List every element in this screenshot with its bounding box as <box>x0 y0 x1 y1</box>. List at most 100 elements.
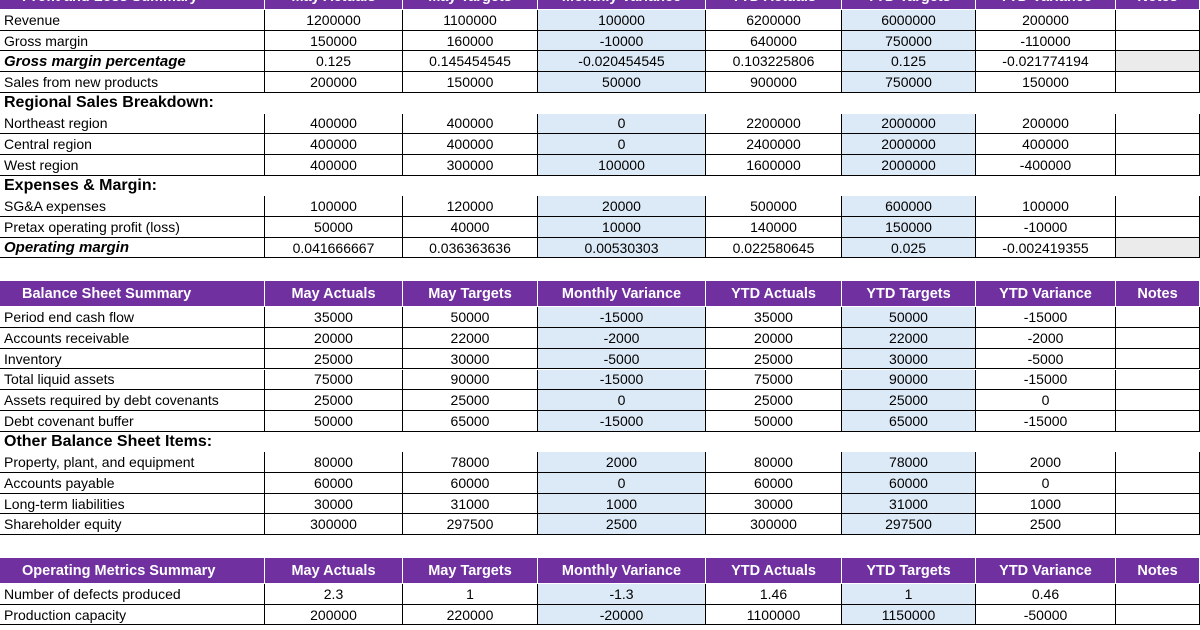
value-cell: 75000 <box>265 369 403 391</box>
value-cell: 150000 <box>265 30 403 52</box>
value-cell: -2000 <box>538 328 706 349</box>
notes-cell <box>1116 604 1200 626</box>
value-cell: 0 <box>538 390 706 411</box>
value-cell: 25000 <box>842 390 976 411</box>
value-cell: 10000 <box>538 217 706 238</box>
value-cell: 200000 <box>976 10 1116 31</box>
column-header: May Targets <box>403 281 538 308</box>
notes-cell <box>1116 473 1200 494</box>
value-cell: 300000 <box>706 514 842 536</box>
value-cell: -15000 <box>538 410 706 432</box>
value-cell: -2000 <box>976 328 1116 349</box>
value-cell: 31000 <box>403 493 538 515</box>
column-header: Notes <box>1116 0 1200 10</box>
value-cell: 0 <box>976 390 1116 411</box>
row-label: Production capacity <box>0 604 265 626</box>
value-cell: 150000 <box>403 72 538 93</box>
row-label: Revenue <box>0 10 265 31</box>
subsection-label: Other Balance Sheet Items: <box>4 432 213 450</box>
column-header: YTD Actuals <box>706 281 842 308</box>
value-cell: 50000 <box>538 72 706 93</box>
value-cell: 25000 <box>265 390 403 411</box>
value-cell: 400000 <box>403 113 538 135</box>
value-cell: 500000 <box>706 196 842 217</box>
value-cell: 400000 <box>265 134 403 155</box>
value-cell: 60000 <box>706 473 842 494</box>
value-cell: 30000 <box>265 493 403 515</box>
notes-cell <box>1116 452 1200 473</box>
notes-cell <box>1116 51 1200 73</box>
notes-cell <box>1116 134 1200 155</box>
value-cell: 1000 <box>976 493 1116 515</box>
value-cell: 0.036363636 <box>403 237 538 259</box>
value-cell: -20000 <box>538 604 706 626</box>
value-cell: -0.021774194 <box>976 51 1116 73</box>
value-cell: 1150000 <box>842 604 976 626</box>
value-cell: 75000 <box>706 369 842 391</box>
value-cell: 1.46 <box>706 584 842 605</box>
row-label: Accounts payable <box>0 473 265 494</box>
notes-cell <box>1116 237 1200 259</box>
notes-cell <box>1116 307 1200 329</box>
section-title: Operating Metrics Summary <box>0 558 265 585</box>
value-cell: -1.3 <box>538 584 706 605</box>
section-title: Profit and Loss Summary <box>0 0 265 10</box>
notes-cell <box>1116 584 1200 605</box>
value-cell: 40000 <box>403 217 538 238</box>
value-cell: 100000 <box>976 196 1116 217</box>
notes-cell <box>1116 72 1200 93</box>
column-header: YTD Variance <box>976 281 1116 308</box>
value-cell: 1000 <box>538 493 706 515</box>
value-cell: 0.46 <box>976 584 1116 605</box>
row-label: Sales from new products <box>0 72 265 93</box>
column-header: Monthly Variance <box>538 281 706 308</box>
value-cell: 90000 <box>403 369 538 391</box>
value-cell: -15000 <box>538 307 706 329</box>
column-header: Monthly Variance <box>538 0 706 10</box>
notes-cell <box>1116 113 1200 135</box>
notes-cell <box>1116 493 1200 515</box>
value-cell: -5000 <box>976 348 1116 370</box>
value-cell: 35000 <box>706 307 842 329</box>
value-cell: 0.022580645 <box>706 237 842 259</box>
notes-cell <box>1116 30 1200 52</box>
value-cell: 65000 <box>842 410 976 432</box>
value-cell: 220000 <box>403 604 538 626</box>
column-header: May Targets <box>403 558 538 585</box>
value-cell: 2500 <box>538 514 706 536</box>
value-cell: 60000 <box>842 473 976 494</box>
value-cell: 90000 <box>842 369 976 391</box>
section-title: Balance Sheet Summary <box>0 281 265 308</box>
value-cell: -5000 <box>538 348 706 370</box>
value-cell: -110000 <box>976 30 1116 52</box>
value-cell: 0.125 <box>842 51 976 73</box>
column-header: Notes <box>1116 558 1200 585</box>
column-header: YTD Targets <box>842 0 976 10</box>
value-cell: 1200000 <box>265 10 403 31</box>
value-cell: 120000 <box>403 196 538 217</box>
row-label: Property, plant, and equipment <box>0 452 265 473</box>
value-cell: 400000 <box>265 113 403 135</box>
value-cell: 30000 <box>706 493 842 515</box>
value-cell: 35000 <box>265 307 403 329</box>
value-cell: -0.020454545 <box>538 51 706 73</box>
value-cell: 0.125 <box>265 51 403 73</box>
value-cell: 25000 <box>265 348 403 370</box>
value-cell: 0.025 <box>842 237 976 259</box>
value-cell: 20000 <box>265 328 403 349</box>
value-cell: 80000 <box>706 452 842 473</box>
value-cell: 300000 <box>265 514 403 536</box>
column-header: YTD Variance <box>976 0 1116 10</box>
value-cell: 0 <box>538 134 706 155</box>
value-cell: 200000 <box>976 113 1116 135</box>
value-cell: 25000 <box>706 348 842 370</box>
value-cell: 50000 <box>842 307 976 329</box>
value-cell: -15000 <box>538 369 706 391</box>
row-label: Period end cash flow <box>0 307 265 329</box>
notes-cell <box>1116 154 1200 176</box>
row-label: Gross margin <box>0 30 265 52</box>
value-cell: 160000 <box>403 30 538 52</box>
value-cell: 78000 <box>842 452 976 473</box>
value-cell: 2200000 <box>706 113 842 135</box>
